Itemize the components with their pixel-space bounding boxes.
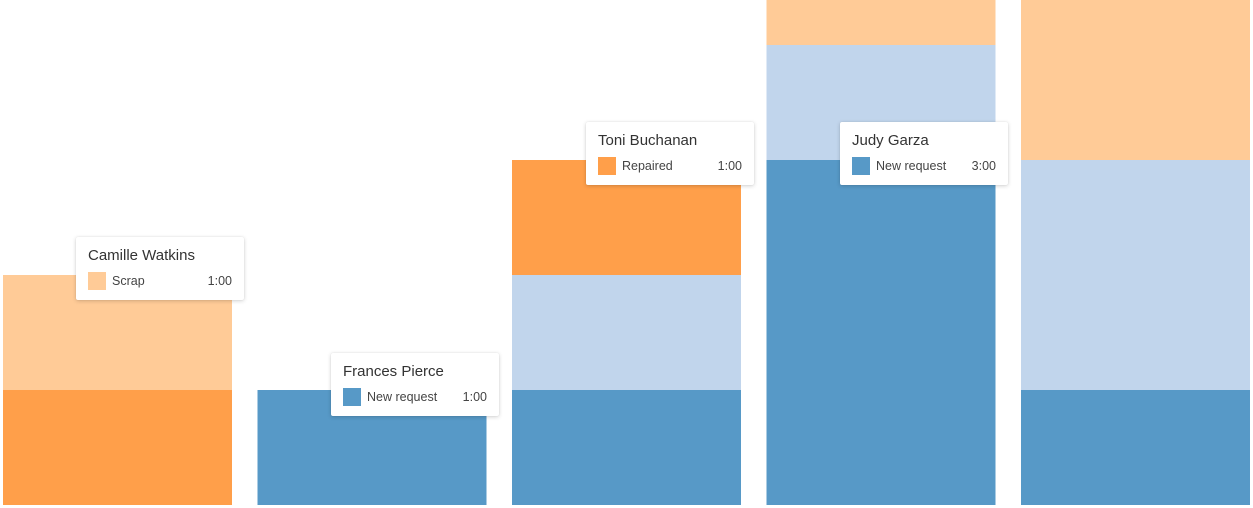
tooltip-status: Repaired: [622, 159, 673, 173]
bar-segment-scrap-4[interactable]: [1021, 0, 1250, 160]
tooltip-time: 1:00: [462, 390, 487, 404]
new-request-color-swatch: [852, 157, 870, 175]
scrap-color-swatch: [88, 272, 106, 290]
tooltip-time: 1:00: [717, 159, 742, 173]
tooltip-judy-garza: Judy Garza New request 3:00: [840, 122, 1008, 185]
tooltip-name: Toni Buchanan: [598, 132, 698, 149]
bar-segment-new-request-4[interactable]: [1021, 390, 1250, 505]
bar-segment-repaired-0[interactable]: [3, 390, 232, 505]
tooltip-time: 3:00: [971, 159, 996, 173]
tooltip-time: 1:00: [207, 274, 232, 288]
tooltip-name: Camille Watkins: [88, 247, 195, 264]
tooltip-name: Frances Pierce: [343, 363, 444, 380]
tooltip-toni-buchanan: Toni Buchanan Repaired 1:00: [586, 122, 754, 185]
bar-segment-new-request-3[interactable]: [766, 160, 996, 505]
tooltip-camille-watkins: Camille Watkins Scrap 1:00: [76, 237, 244, 300]
bar-segment-pending-2[interactable]: [512, 275, 741, 390]
tooltip-name: Judy Garza: [852, 132, 929, 149]
tooltip-status: New request: [367, 390, 438, 404]
new-request-color-swatch: [343, 388, 361, 406]
repaired-color-swatch: [598, 157, 616, 175]
tooltip-status: New request: [876, 159, 947, 173]
tooltip-status: Scrap: [112, 274, 145, 288]
bar-segment-scrap-3[interactable]: [766, 0, 996, 45]
tooltip-frances-pierce: Frances Pierce New request 1:00: [331, 353, 499, 416]
bar-segment-new-request-2[interactable]: [512, 390, 741, 505]
bar-segment-pending-4[interactable]: [1021, 160, 1250, 390]
